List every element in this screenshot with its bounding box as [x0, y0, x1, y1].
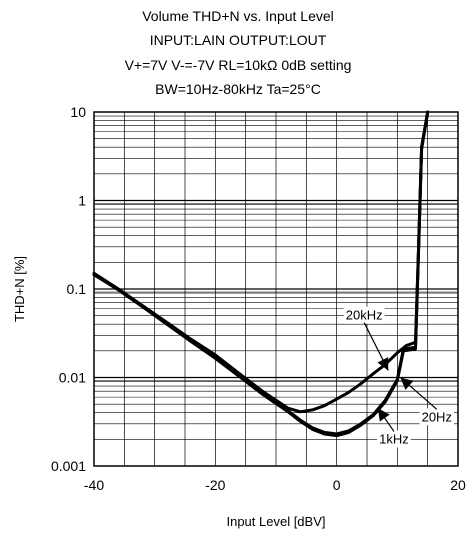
annotation-background [343, 306, 385, 324]
annotations: 20kHz 20Hz 1kHz [343, 306, 454, 448]
y-tick-label: 0.01 [59, 370, 86, 386]
y-axis-label: THD+N [%] [12, 256, 27, 322]
x-axis-label: Input Level [dBV] [226, 514, 325, 529]
tick-labels: -40 -20 0 20 0.001 0.01 0.1 1 10 [51, 104, 466, 493]
annotation-arrow-head [377, 408, 390, 422]
x-tick-label: 0 [333, 477, 341, 493]
annotation-label-20hz: 20Hz [422, 409, 452, 424]
x-tick-label: 20 [450, 477, 466, 493]
chart-title-line-4: BW=10Hz-80kHz Ta=25°C [155, 81, 321, 97]
chart-title-line-2: INPUT:LAIN OUTPUT:LOUT [149, 32, 327, 48]
grid [94, 112, 458, 466]
y-tick-label: 1 [78, 193, 86, 209]
y-tick-label: 10 [70, 104, 86, 120]
annotation-arrow-head [400, 377, 414, 390]
annotation-label-1khz: 1kHz [379, 431, 409, 446]
y-tick-label: 0.1 [67, 281, 87, 297]
series-line-20khz [92, 110, 430, 414]
series-line-1khz [92, 110, 430, 436]
series-line-20hz [92, 110, 430, 438]
annotation-background [377, 430, 411, 448]
x-tick-label: -40 [84, 477, 104, 493]
annotation-arrow-head [377, 357, 389, 371]
plot-frame [93, 111, 459, 467]
chart-title-line-3: V+=7V V-=-7V RL=10kΩ 0dB setting [124, 57, 352, 73]
y-tick-label: 0.001 [51, 458, 86, 474]
annotation-background [419, 408, 454, 426]
annotation-label-20khz: 20kHz [346, 308, 383, 323]
series-lines [92, 110, 430, 438]
x-tick-label: -20 [205, 477, 225, 493]
chart-title-line-1: Volume THD+N vs. Input Level [142, 8, 334, 24]
